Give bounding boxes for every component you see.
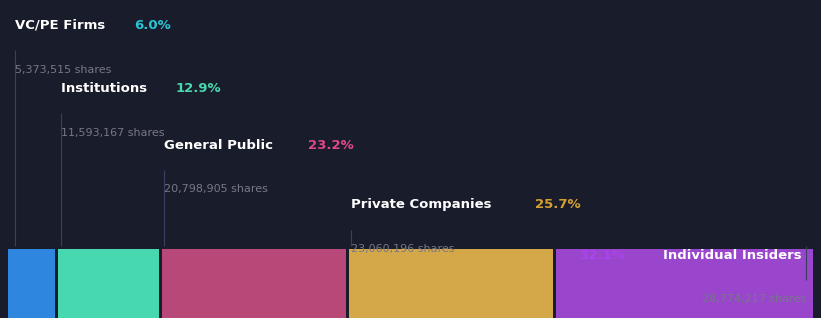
- Text: 12.9%: 12.9%: [176, 82, 221, 95]
- Bar: [57, 249, 160, 318]
- Text: VC/PE Firms: VC/PE Firms: [15, 19, 109, 32]
- Text: 23,060,196 shares: 23,060,196 shares: [351, 244, 455, 254]
- Text: 6.0%: 6.0%: [135, 19, 172, 32]
- Bar: [55, 249, 58, 318]
- Bar: [346, 249, 349, 318]
- Text: 25.7%: 25.7%: [534, 198, 580, 211]
- Text: Individual Insiders: Individual Insiders: [663, 249, 806, 262]
- Text: Private Companies: Private Companies: [351, 198, 497, 211]
- Bar: [158, 249, 162, 318]
- Bar: [347, 249, 554, 318]
- Text: 5,373,515 shares: 5,373,515 shares: [15, 65, 111, 74]
- Bar: [554, 249, 813, 318]
- Bar: [160, 249, 347, 318]
- Text: General Public: General Public: [164, 139, 278, 152]
- Bar: [8, 249, 57, 318]
- Text: Institutions: Institutions: [61, 82, 151, 95]
- Text: 20,798,905 shares: 20,798,905 shares: [164, 184, 268, 194]
- Bar: [553, 249, 556, 318]
- Text: 11,593,167 shares: 11,593,167 shares: [61, 128, 164, 137]
- Text: 23.2%: 23.2%: [308, 139, 354, 152]
- Text: 32.1%: 32.1%: [580, 249, 626, 262]
- Text: 28,774,217 shares: 28,774,217 shares: [702, 294, 806, 304]
